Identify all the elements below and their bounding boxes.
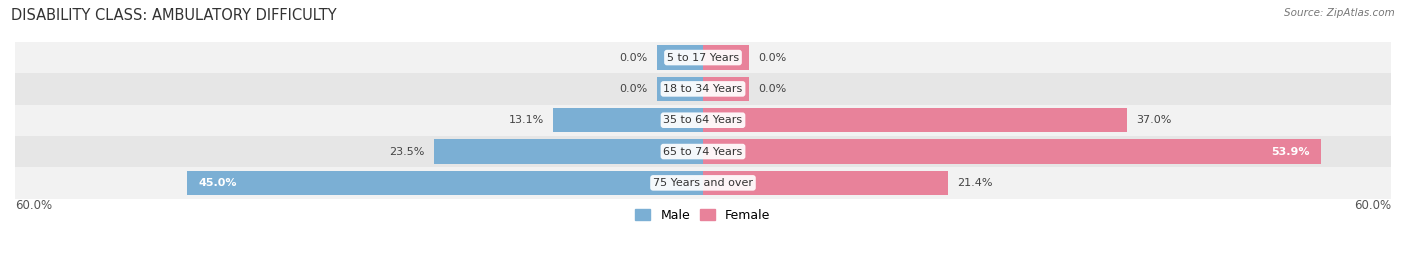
Text: 60.0%: 60.0% [1354,199,1391,211]
Bar [703,139,1322,164]
Text: 75 Years and over: 75 Years and over [652,178,754,188]
Text: 45.0%: 45.0% [198,178,238,188]
Text: 21.4%: 21.4% [957,178,993,188]
Bar [433,139,703,164]
Bar [657,45,703,70]
Bar [15,73,1391,105]
Bar [703,171,949,195]
Bar [15,136,1391,167]
Text: 13.1%: 13.1% [509,115,544,125]
Legend: Male, Female: Male, Female [630,204,776,227]
Bar [657,77,703,101]
Text: 53.9%: 53.9% [1271,147,1309,157]
Bar [15,105,1391,136]
Text: Source: ZipAtlas.com: Source: ZipAtlas.com [1284,8,1395,18]
Bar [553,108,703,132]
Bar [15,42,1391,73]
Text: 0.0%: 0.0% [758,84,786,94]
Bar [187,171,703,195]
Bar [703,45,749,70]
Bar [15,167,1391,199]
Text: 5 to 17 Years: 5 to 17 Years [666,52,740,63]
Text: 35 to 64 Years: 35 to 64 Years [664,115,742,125]
Text: 0.0%: 0.0% [620,52,648,63]
Text: DISABILITY CLASS: AMBULATORY DIFFICULTY: DISABILITY CLASS: AMBULATORY DIFFICULTY [11,8,337,23]
Text: 18 to 34 Years: 18 to 34 Years [664,84,742,94]
Text: 65 to 74 Years: 65 to 74 Years [664,147,742,157]
Text: 37.0%: 37.0% [1136,115,1171,125]
Text: 60.0%: 60.0% [15,199,52,211]
Bar [703,108,1128,132]
Text: 0.0%: 0.0% [758,52,786,63]
Text: 23.5%: 23.5% [389,147,425,157]
Text: 0.0%: 0.0% [620,84,648,94]
Bar [703,77,749,101]
